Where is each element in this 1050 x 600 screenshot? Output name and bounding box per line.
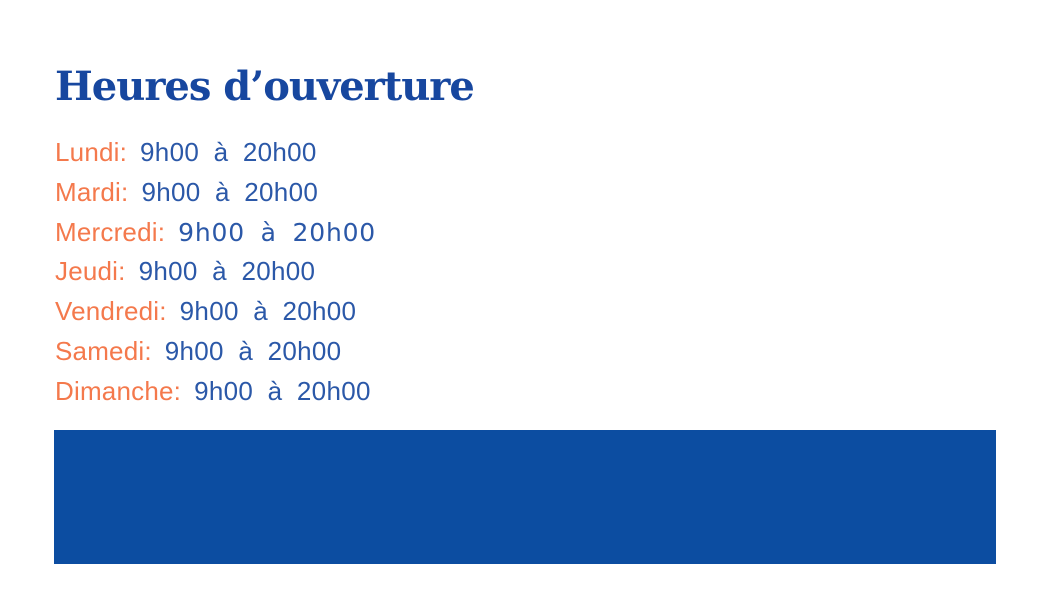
time-value: 9h00 à 20h00	[179, 296, 357, 327]
hours-row: Dimanche: 9h00 à 20h00	[55, 372, 376, 412]
day-label: Dimanche:	[55, 375, 182, 406]
hours-row: Vendredi: 9h00 à 20h00	[55, 292, 376, 332]
hours-row: Jeudi: 9h00 à 20h00	[55, 252, 376, 292]
time-value: 9h00 à 20h00	[178, 217, 376, 247]
hours-row: Mardi: 9h00 à 20h00	[55, 173, 376, 213]
time-value: 9h00 à 20h00	[141, 176, 319, 207]
time-value: 9h00 à 20h00	[140, 137, 317, 167]
time-value: 9h00 à 20h00	[138, 256, 316, 287]
page-title: Heures d’ouverture	[55, 63, 475, 110]
hours-row: Mercredi: 9h00 à 20h00	[55, 213, 376, 253]
hours-list: Lundi: 9h00 à 20h00 Mardi: 9h00 à 20h00 Merc…	[55, 133, 376, 412]
day-label: Mercredi:	[55, 216, 166, 247]
day-label: Jeudi:	[55, 256, 126, 287]
bottom-banner	[54, 430, 996, 564]
day-label: Mardi:	[55, 176, 129, 207]
time-value: 9h00 à 20h00	[164, 335, 342, 366]
hours-row: Samedi: 9h00 à 20h00	[55, 332, 376, 372]
day-label: Lundi:	[55, 137, 128, 167]
hours-row: Lundi: 9h00 à 20h00	[55, 133, 376, 173]
day-label: Samedi:	[55, 335, 152, 366]
day-label: Vendredi:	[55, 296, 167, 327]
time-value: 9h00 à 20h00	[194, 375, 371, 406]
